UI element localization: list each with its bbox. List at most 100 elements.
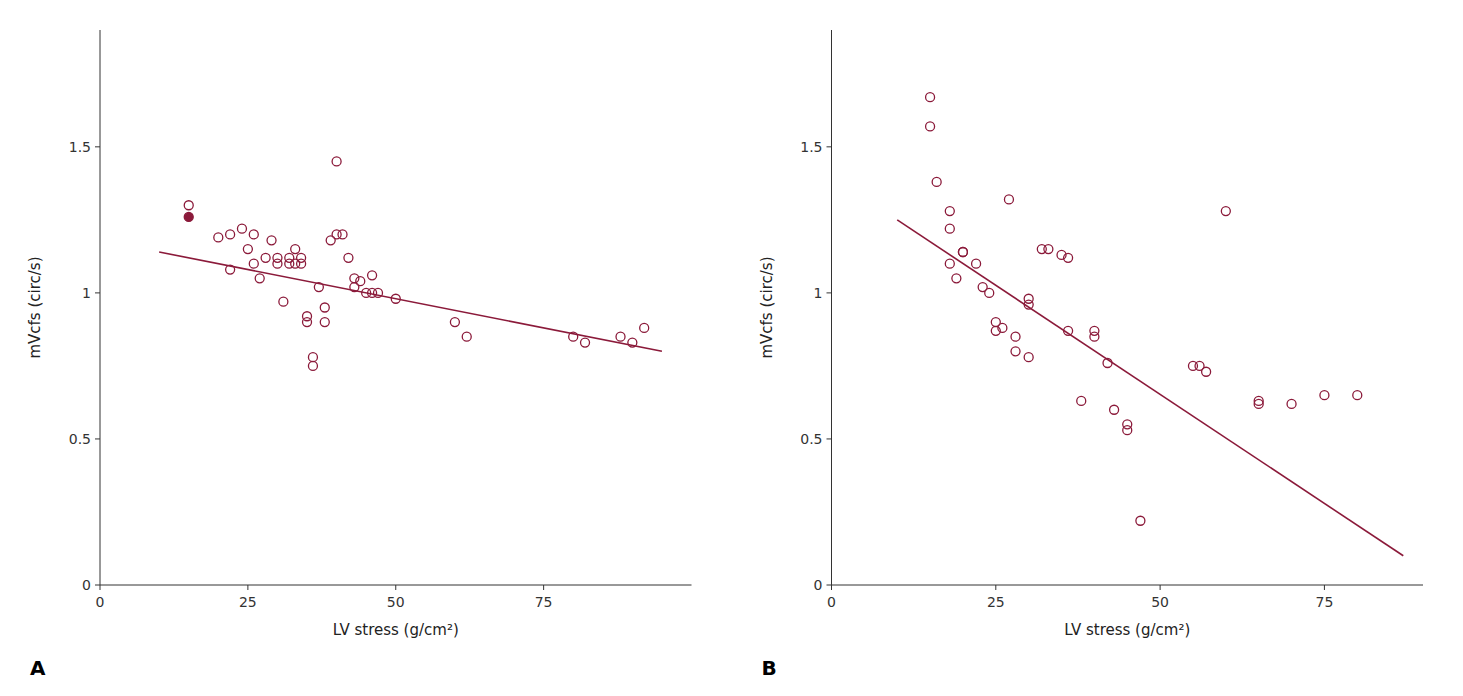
open-point bbox=[344, 253, 353, 262]
open-point bbox=[308, 353, 317, 362]
y-tick-label: 1.5 bbox=[69, 139, 91, 155]
figure: 0 25 50 75 0 0.5 1 1.5 LV stress (g/cm²) mVcfs (c… bbox=[0, 0, 1463, 696]
open-point bbox=[1024, 353, 1033, 362]
y-tick-label: 0.5 bbox=[800, 431, 822, 447]
regression-line bbox=[159, 252, 662, 351]
open-point bbox=[945, 224, 954, 233]
open-point bbox=[958, 248, 967, 257]
x-tick bbox=[395, 585, 396, 590]
x-axis-label: LV stress (g/cm²) bbox=[1064, 621, 1190, 639]
open-point bbox=[291, 245, 300, 254]
open-point bbox=[1287, 399, 1296, 408]
open-point bbox=[1320, 391, 1329, 400]
y-tick-label: 0.5 bbox=[69, 431, 91, 447]
panel-label: A bbox=[30, 656, 46, 680]
open-point bbox=[1090, 332, 1099, 341]
open-point bbox=[255, 274, 264, 283]
panel-label: B bbox=[762, 656, 777, 680]
x-tick bbox=[1160, 585, 1161, 590]
x-tick-label: 50 bbox=[1151, 594, 1169, 610]
y-tick bbox=[95, 438, 100, 439]
open-point bbox=[338, 230, 347, 239]
open-point bbox=[926, 93, 935, 102]
open-point bbox=[226, 230, 235, 239]
y-tick bbox=[827, 438, 832, 439]
plot-area bbox=[159, 157, 662, 370]
open-point bbox=[1110, 405, 1119, 414]
y-tick bbox=[95, 146, 100, 147]
open-point bbox=[308, 361, 317, 370]
open-point bbox=[184, 201, 193, 210]
y-axis-label: mVcfs (circ/s) bbox=[758, 256, 776, 358]
x-tick bbox=[247, 585, 248, 590]
y-tick-label: 1 bbox=[82, 285, 91, 301]
open-point bbox=[640, 323, 649, 332]
x-axis-label: LV stress (g/cm²) bbox=[333, 621, 459, 639]
open-point bbox=[1202, 367, 1211, 376]
open-point bbox=[237, 224, 246, 233]
open-point bbox=[985, 288, 994, 297]
panel: 0 25 50 75 0 0.5 1 1.5 LV stress (g/cm²) mVcfs (c… bbox=[758, 30, 1424, 680]
open-point bbox=[1011, 347, 1020, 356]
x-tick-label: 75 bbox=[1316, 594, 1334, 610]
y-tick bbox=[827, 146, 832, 147]
open-point bbox=[1011, 332, 1020, 341]
open-point bbox=[243, 245, 252, 254]
open-point bbox=[1221, 207, 1230, 216]
y-tick-label: 0 bbox=[82, 577, 91, 593]
open-point bbox=[1136, 516, 1145, 525]
open-point bbox=[958, 248, 967, 257]
open-point bbox=[261, 253, 270, 262]
open-point bbox=[462, 332, 471, 341]
open-point bbox=[214, 233, 223, 242]
open-point bbox=[1077, 396, 1086, 405]
open-point bbox=[1044, 245, 1053, 254]
open-point bbox=[616, 332, 625, 341]
y-axis-label: mVcfs (circ/s) bbox=[26, 256, 44, 358]
y-tick-label: 1 bbox=[814, 285, 823, 301]
x-tick bbox=[543, 585, 544, 590]
x-tick-label: 0 bbox=[827, 594, 836, 610]
y-axis-line bbox=[100, 30, 101, 585]
y-axis-line bbox=[831, 30, 832, 585]
x-tick bbox=[995, 585, 996, 590]
open-point bbox=[581, 338, 590, 347]
open-point bbox=[1004, 195, 1013, 204]
y-tick bbox=[827, 585, 832, 586]
open-point bbox=[279, 297, 288, 306]
open-point bbox=[945, 207, 954, 216]
open-point bbox=[303, 312, 312, 321]
open-point bbox=[320, 303, 329, 312]
plot-area bbox=[897, 93, 1403, 556]
open-point bbox=[320, 318, 329, 327]
x-tick-label: 25 bbox=[987, 594, 1005, 610]
panel: 025507500.511.5LV stress (g/cm²)mVcfs (c… bbox=[26, 30, 692, 680]
open-point bbox=[972, 259, 981, 268]
open-point bbox=[273, 253, 282, 262]
y-tick bbox=[827, 292, 832, 293]
open-point bbox=[1254, 399, 1263, 408]
open-point bbox=[368, 271, 377, 280]
open-point bbox=[998, 323, 1007, 332]
x-tick bbox=[831, 585, 832, 590]
x-tick bbox=[100, 585, 101, 590]
open-point bbox=[450, 318, 459, 327]
x-tick-label: 25 bbox=[239, 594, 257, 610]
y-tick bbox=[95, 292, 100, 293]
open-point bbox=[1123, 426, 1132, 435]
x-tick-label: 75 bbox=[535, 594, 553, 610]
filled-point bbox=[184, 212, 193, 221]
open-point bbox=[332, 157, 341, 166]
open-point bbox=[926, 122, 935, 131]
open-point bbox=[945, 259, 954, 268]
open-point bbox=[297, 259, 306, 268]
x-tick-label: 50 bbox=[387, 594, 405, 610]
y-tick-label: 0 bbox=[814, 577, 823, 593]
open-point bbox=[356, 277, 365, 286]
open-point bbox=[267, 236, 276, 245]
y-tick bbox=[95, 585, 100, 586]
open-point bbox=[1353, 391, 1362, 400]
x-axis-line bbox=[832, 585, 1424, 586]
open-point bbox=[249, 230, 258, 239]
y-tick-label: 1.5 bbox=[800, 139, 822, 155]
